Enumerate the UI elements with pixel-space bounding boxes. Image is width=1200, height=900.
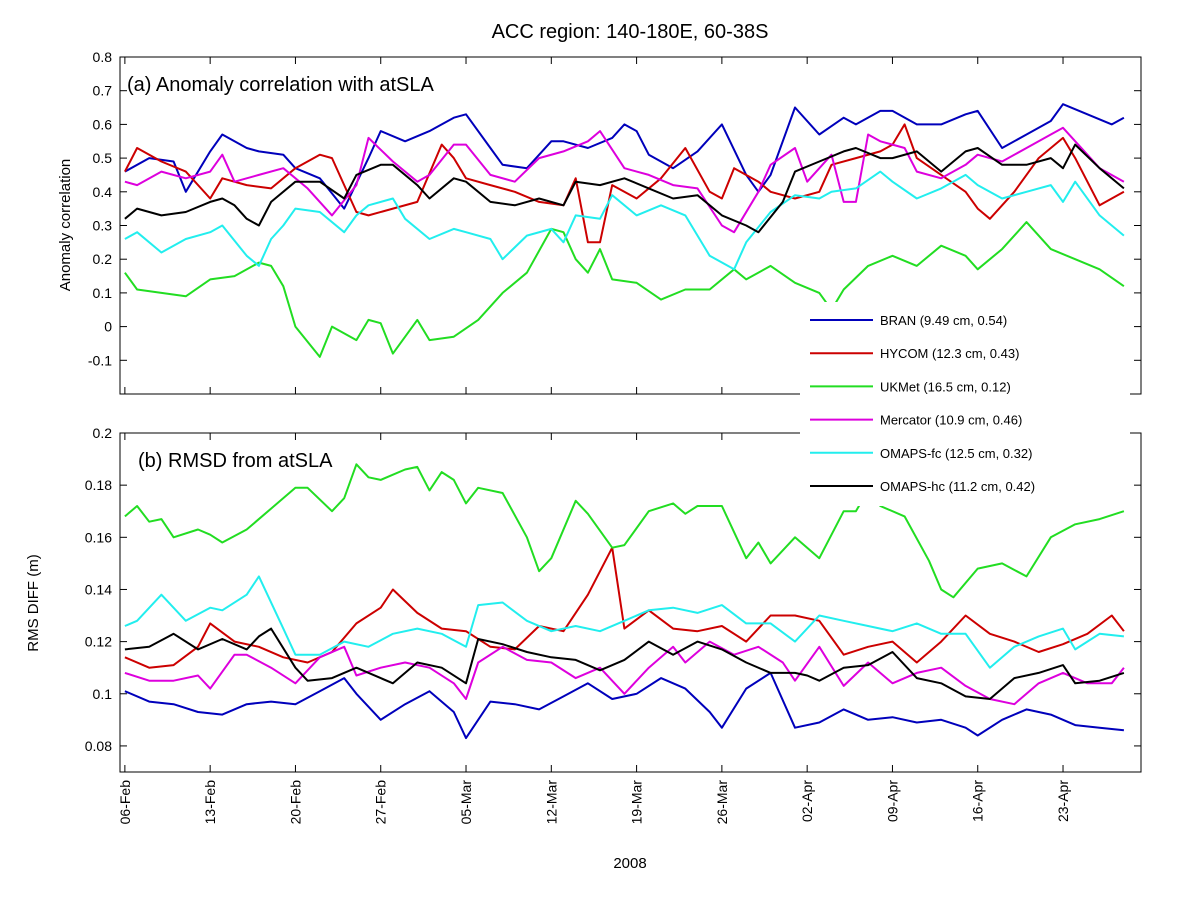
x-tick-label: 02-Apr: [799, 780, 815, 822]
series-line-omaps-fc-panel-a: [124, 170, 1125, 271]
x-tick-label: 05-Mar: [458, 780, 474, 825]
series-line-hycom-panel-b: [124, 546, 1125, 669]
series-line-hycom-panel-a: [124, 123, 1125, 244]
panel-a-series-lines: [124, 103, 1125, 358]
x-tick-label: 19-Mar: [629, 780, 645, 825]
legend-label-mercator: Mercator (10.9 cm, 0.46): [880, 413, 1022, 428]
figure-title: ACC region: 140-180E, 60-38S: [492, 21, 769, 43]
x-tick-label: 12-Mar: [543, 780, 559, 825]
y-tick-label: 0.4: [93, 184, 113, 200]
legend-background: [800, 302, 1130, 506]
y-tick-label: 0.8: [93, 49, 113, 65]
series-line-omaps-hc-panel-a: [124, 143, 1125, 234]
series-line-mercator-panel-a: [124, 126, 1125, 234]
legend-label-ukmet: UKMet (16.5 cm, 0.12): [880, 379, 1011, 394]
panel-b-ylabel: RMS DIFF (m): [25, 554, 42, 651]
series-line-bran-panel-a: [124, 103, 1125, 210]
legend-label-omaps-fc: OMAPS-fc (12.5 cm, 0.32): [880, 446, 1032, 461]
x-tick-label: 09-Apr: [884, 780, 900, 822]
x-tick-label: 23-Apr: [1055, 780, 1071, 822]
y-tick-label: 0.2: [93, 251, 113, 267]
panel-a-y-ticks: -0.1 0 0.1 0.2 0.3 0.4 0.5 0.6 0.7 0.8: [88, 49, 1141, 368]
panel-a-label: (a) Anomaly correlation with atSLA: [127, 74, 434, 96]
legend-label-omaps-hc: OMAPS-hc (11.2 cm, 0.42): [880, 479, 1035, 494]
y-tick-label: 0.1: [93, 686, 113, 702]
panel-b-series-lines: [124, 463, 1125, 740]
figure-xlabel: 2008: [613, 855, 646, 872]
x-tick-label: 26-Mar: [714, 780, 730, 825]
y-tick-label: 0.12: [85, 634, 112, 650]
y-tick-label: 0.08: [85, 738, 112, 754]
x-tick-label: 06-Feb: [117, 780, 133, 825]
x-tick-label: 27-Feb: [373, 780, 389, 825]
series-line-mercator-panel-b: [124, 640, 1125, 706]
legend-label-hycom: HYCOM (12.3 cm, 0.43): [880, 346, 1019, 361]
panel-b-y-ticks: 0.08 0.1 0.12 0.14 0.16 0.18 0.2: [85, 425, 1141, 754]
panel-a: -0.1 0 0.1 0.2 0.3 0.4 0.5 0.6 0.7 0.8 (a) Anomal…: [57, 49, 1142, 395]
panel-a-ylabel: Anomaly correlation: [57, 159, 74, 292]
series-line-omaps-hc-panel-b: [124, 627, 1125, 700]
x-tick-label: 16-Apr: [970, 780, 986, 822]
y-tick-label: 0.16: [85, 529, 112, 545]
y-tick-label: 0.18: [85, 477, 112, 493]
series-line-ukmet-panel-a: [124, 221, 1125, 358]
series-line-bran-panel-b: [124, 671, 1125, 740]
series-line-omaps-fc-panel-b: [124, 575, 1125, 669]
y-tick-label: 0: [104, 319, 112, 335]
series-line-ukmet-panel-b: [124, 463, 1125, 599]
panel-b: 0.08 0.1 0.12 0.14 0.16 0.18 0.2 06-Feb 13-Feb 2…: [25, 425, 1142, 824]
y-tick-label: -0.1: [88, 352, 112, 368]
y-tick-label: 0.7: [93, 83, 113, 99]
y-tick-label: 0.1: [93, 285, 113, 301]
x-tick-label: 13-Feb: [202, 780, 218, 825]
y-tick-label: 0.14: [85, 581, 112, 597]
y-tick-label: 0.3: [93, 218, 113, 234]
legend-label-bran: BRAN (9.49 cm, 0.54): [880, 313, 1007, 328]
panel-b-label: (b) RMSD from atSLA: [138, 450, 333, 472]
y-tick-label: 0.2: [93, 425, 113, 441]
y-tick-label: 0.5: [93, 150, 113, 166]
legend: BRAN (9.49 cm, 0.54) HYCOM (12.3 cm, 0.43…: [800, 302, 1130, 506]
panel-b-x-ticks: 06-Feb 13-Feb 20-Feb 27-Feb 05-Mar 12-Mar 19-M…: [117, 433, 1071, 824]
x-tick-label: 20-Feb: [287, 780, 303, 825]
panel-b-axes-box: [119, 432, 1142, 773]
y-tick-label: 0.6: [93, 116, 113, 132]
